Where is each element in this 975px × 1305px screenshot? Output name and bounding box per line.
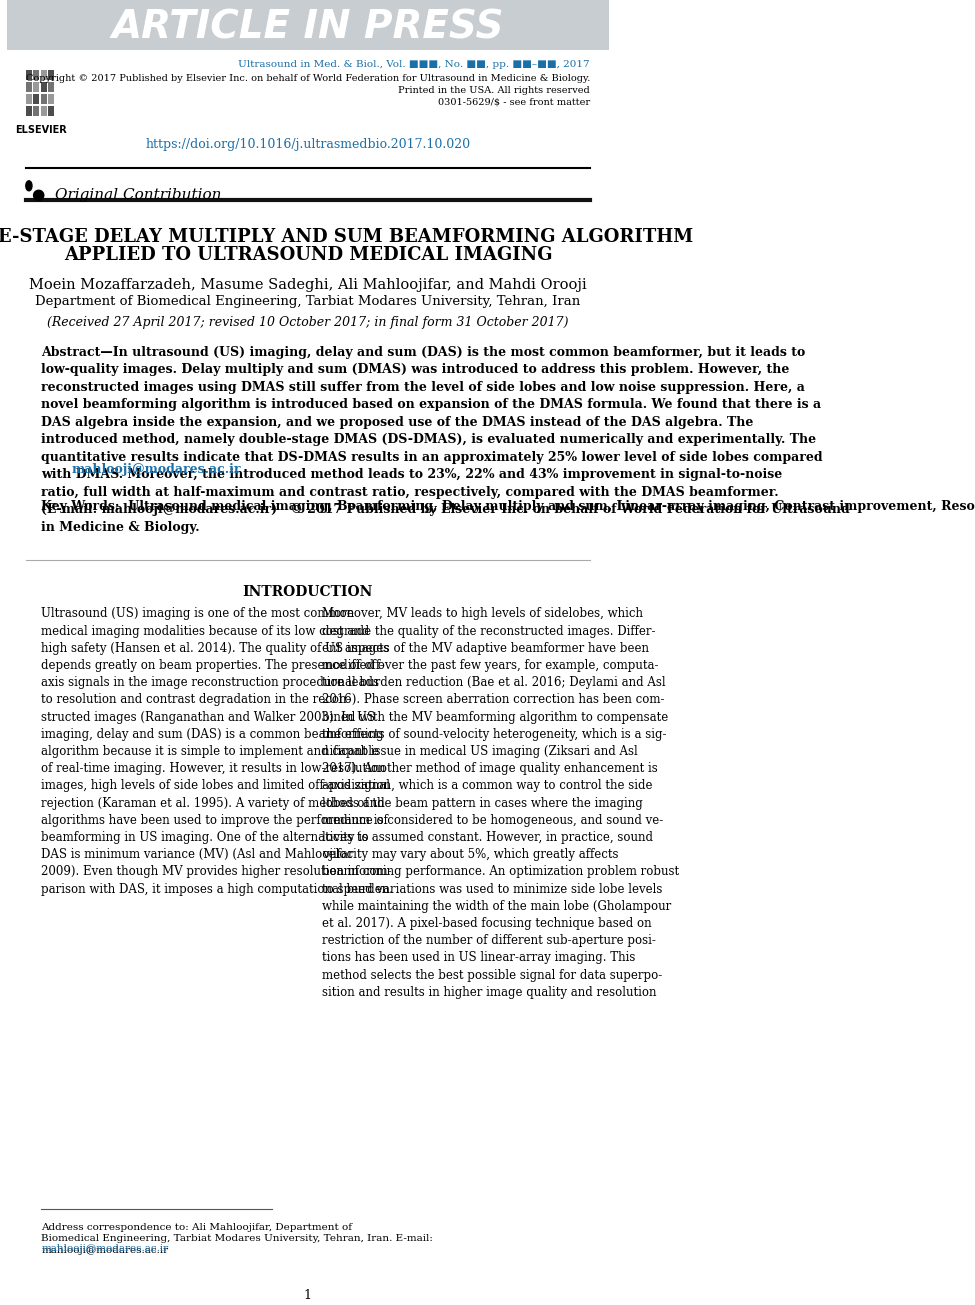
Text: https://doi.org/10.1016/j.ultrasmedbio.2017.10.020: https://doi.org/10.1016/j.ultrasmedbio.2… — [145, 138, 471, 151]
Text: Printed in the USA. All rights reserved: Printed in the USA. All rights reserved — [398, 86, 590, 95]
Text: ARTICLE IN PRESS: ARTICLE IN PRESS — [112, 9, 504, 47]
Text: Abstract—In ultrasound (US) imaging, delay and sum (DAS) is the most common beam: Abstract—In ultrasound (US) imaging, del… — [41, 346, 850, 534]
FancyBboxPatch shape — [48, 70, 55, 80]
FancyBboxPatch shape — [48, 82, 55, 91]
Text: Address correspondence to: Ali Mahloojifar, Department of
Biomedical Engineering: Address correspondence to: Ali Mahloojif… — [41, 1223, 433, 1255]
Text: Ultrasound in Med. & Biol., Vol. ■■■, No. ■■, pp. ■■–■■, 2017: Ultrasound in Med. & Biol., Vol. ■■■, No… — [238, 60, 590, 69]
FancyBboxPatch shape — [41, 94, 47, 104]
FancyBboxPatch shape — [41, 70, 47, 80]
FancyBboxPatch shape — [33, 106, 39, 116]
FancyBboxPatch shape — [33, 94, 39, 104]
FancyBboxPatch shape — [41, 106, 47, 116]
Text: ELSEVIER: ELSEVIER — [16, 125, 67, 134]
FancyBboxPatch shape — [33, 82, 39, 91]
Text: 1: 1 — [304, 1288, 312, 1301]
FancyBboxPatch shape — [25, 82, 32, 91]
Text: 0301-5629/$ - see front matter: 0301-5629/$ - see front matter — [438, 98, 590, 107]
Text: (Received 27 April 2017; revised 10 October 2017; in final form 31 October 2017): (Received 27 April 2017; revised 10 Octo… — [47, 316, 568, 329]
Text: INTRODUCTION: INTRODUCTION — [243, 586, 373, 599]
Text: DOUBLE-STAGE DELAY MULTIPLY AND SUM BEAMFORMING ALGORITHM: DOUBLE-STAGE DELAY MULTIPLY AND SUM BEAM… — [0, 228, 693, 245]
Circle shape — [25, 181, 32, 191]
FancyBboxPatch shape — [41, 82, 47, 91]
Text: Moreover, MV leads to high levels of sidelobes, which
degrade the quality of the: Moreover, MV leads to high levels of sid… — [322, 607, 679, 998]
Text: Ultrasound (US) imaging is one of the most common
medical imaging modalities bec: Ultrasound (US) imaging is one of the mo… — [41, 607, 393, 895]
Text: Department of Biomedical Engineering, Tarbiat Modares University, Tehran, Iran: Department of Biomedical Engineering, Ta… — [35, 295, 580, 308]
FancyBboxPatch shape — [25, 70, 32, 80]
FancyBboxPatch shape — [25, 106, 32, 116]
Text: mahlooji@modares.ac.ir: mahlooji@modares.ac.ir — [41, 1244, 169, 1253]
FancyBboxPatch shape — [48, 94, 55, 104]
Text: Moein Mozaffarzadeh, Masume Sadeghi, Ali Mahloojifar, and Mahdi Orooji: Moein Mozaffarzadeh, Masume Sadeghi, Ali… — [29, 278, 587, 292]
Text: Copyright © 2017 Published by Elsevier Inc. on behalf of World Federation for Ul: Copyright © 2017 Published by Elsevier I… — [25, 74, 590, 84]
FancyBboxPatch shape — [48, 106, 55, 116]
FancyBboxPatch shape — [33, 70, 39, 80]
FancyBboxPatch shape — [25, 94, 32, 104]
FancyBboxPatch shape — [8, 0, 608, 50]
Text: APPLIED TO ULTRASOUND MEDICAL IMAGING: APPLIED TO ULTRASOUND MEDICAL IMAGING — [63, 245, 552, 264]
Text: ●  Original Contribution: ● Original Contribution — [32, 188, 221, 202]
Text: Key Words:  Ultrasound medical imaging, Beamforming, Delay multiply and sum, Lin: Key Words: Ultrasound medical imaging, B… — [41, 500, 975, 513]
Text: mahlooji@modares.ac.ir: mahlooji@modares.ac.ir — [71, 463, 241, 476]
